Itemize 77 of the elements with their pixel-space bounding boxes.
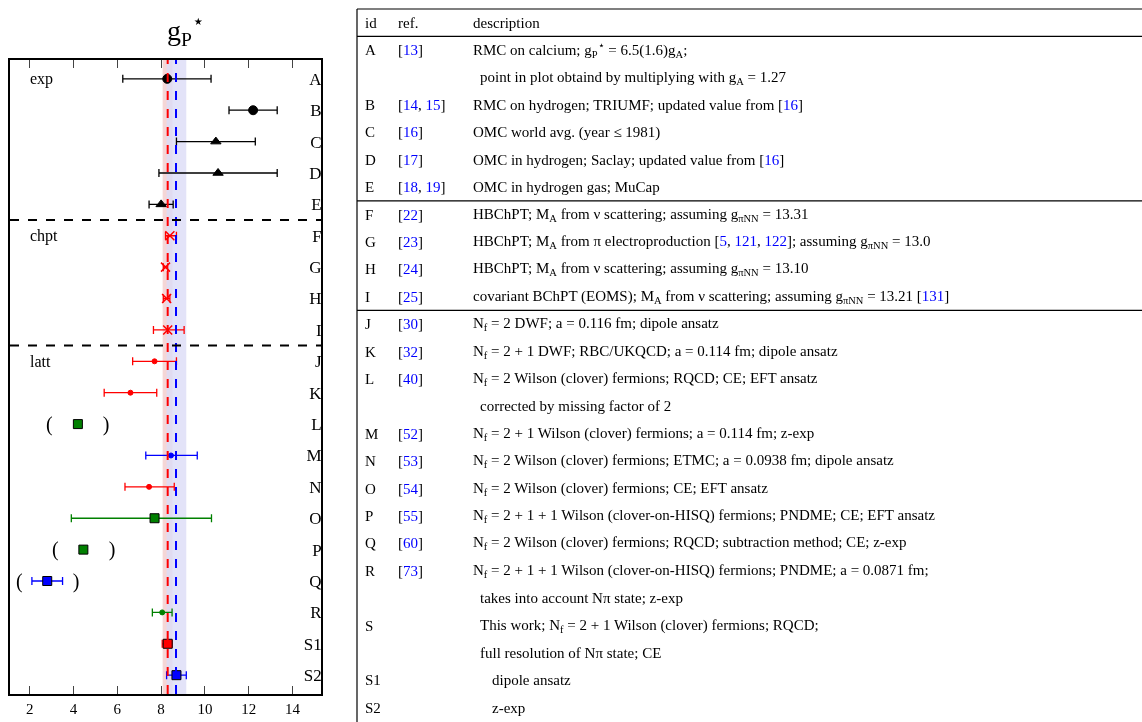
y-tick-label: S1 bbox=[303, 634, 322, 654]
y-tick-label: Q bbox=[309, 571, 322, 591]
text: R [73] N$_{f}$ = 2 + 1 + 1 Wilson (clover-on-HISQ) fermions; PNDME; a = 0.0871 fm; bbox=[365, 562, 929, 581]
y-tick-label: E bbox=[311, 195, 322, 215]
text: S2 bbox=[365, 700, 381, 716]
point bbox=[171, 670, 182, 681]
y-tick-label: G bbox=[309, 258, 322, 278]
x-tick-label: 4 bbox=[69, 700, 78, 717]
text: O [54] N$_{f}$ = 2 Wilson (clover) fermions; CE; EFT ansatz bbox=[365, 480, 768, 499]
text: Q [60] N$_{f}$ = 2 Wilson (clover) fermions; RQCD; subtraction method; CE; z-exp bbox=[365, 534, 907, 553]
text: A [13] RMC on calcium; g$_{P}$$^{⋆}$ = 6.5(1.6)g$_{A}$; bbox=[365, 40, 688, 61]
text: S bbox=[365, 618, 374, 634]
text: full resolution of Nπ state; CE bbox=[480, 645, 662, 661]
text: D [17] OMC in hydrogen; Saclay; updated value from [16] bbox=[365, 152, 785, 168]
annotation: ( ) bbox=[46, 413, 110, 436]
text: point in plot obtaind by multiplying with g$_{A}$ = 1.27 bbox=[480, 69, 787, 88]
y-tick-label: J bbox=[315, 352, 323, 372]
point bbox=[78, 544, 89, 555]
y-tick-label: C bbox=[310, 132, 322, 152]
y-tick-label: A bbox=[309, 69, 323, 89]
text: z-exp bbox=[492, 700, 526, 716]
text: K [32] N$_{f}$ = 2 + 1 DWF; RBC/UKQCD; a = 0.114 fm; dipole ansatz bbox=[365, 343, 838, 362]
point bbox=[146, 483, 153, 490]
x-tick-label: 2 bbox=[25, 700, 34, 717]
y-tick-label: I bbox=[315, 320, 322, 340]
point bbox=[159, 609, 166, 616]
x-tick-label: 8 bbox=[157, 700, 165, 717]
point bbox=[210, 136, 222, 145]
text: N [53] N$_{f}$ = 2 Wilson (clover) fermions; ETMC; a = 0.0938 fm; dipole ansatz bbox=[365, 452, 894, 471]
text: B [14, 15] RMC on hydrogen; TRIUMF; updated value from [16] bbox=[365, 97, 804, 113]
text: This work; N$_{f}$ = 2 + 1 Wilson (clover) fermions; RQCD; bbox=[480, 617, 819, 636]
text: corrected by missing factor of 2 bbox=[480, 398, 672, 414]
annotation: ( ) bbox=[16, 570, 80, 593]
x-tick-label: 6 bbox=[113, 700, 122, 717]
annotation: latt bbox=[30, 353, 51, 370]
y-tick-label: B bbox=[310, 101, 322, 121]
text: M [52] N$_{f}$ = 2 + 1 Wilson (clover) fermions; a = 0.114 fm; z-exp bbox=[365, 425, 815, 444]
annotation: exp bbox=[30, 70, 54, 88]
text: P [55] N$_{f}$ = 2 + 1 + 1 Wilson (clover-on-HISQ) fermions; PNDME; CE; EFT ansatz bbox=[365, 507, 935, 526]
point bbox=[127, 389, 134, 396]
x-tick-label: 14 bbox=[285, 700, 301, 717]
text: G [23] HBChPT; M$_{A}$ from π electroproduction [5, 121, 122]; assuming g$_{πNN}$ = 13.0 bbox=[365, 233, 931, 252]
y-tick-label: S2 bbox=[303, 666, 322, 686]
y-tick-label: H bbox=[309, 289, 322, 309]
y-tick-label: N bbox=[309, 477, 322, 497]
text: S1 bbox=[365, 672, 381, 688]
text: takes into account Nπ state; z-exp bbox=[480, 590, 683, 606]
annotation: chpt bbox=[30, 227, 59, 245]
point bbox=[151, 358, 158, 365]
x-tick-label: 10 bbox=[197, 700, 213, 717]
y-tick-label: P bbox=[312, 540, 322, 560]
point bbox=[248, 105, 259, 116]
text: F [22] HBChPT; M$_{A}$ from ν scattering; assuming g$_{πNN}$ = 13.31 bbox=[365, 206, 809, 225]
y-tick-label: F bbox=[312, 226, 322, 246]
text: I [25] covariant BChPT (EOMS); M$_{A}$ from ν scattering; assuming g$_{πNN}$ = 13.21 [131] bbox=[365, 288, 950, 307]
y-tick-label: R bbox=[310, 603, 323, 623]
point bbox=[149, 513, 160, 524]
annotation: ( ) bbox=[52, 538, 116, 561]
text: dipole ansatz bbox=[492, 672, 572, 688]
point bbox=[162, 324, 173, 336]
x-tick-label: 12 bbox=[241, 700, 257, 717]
point bbox=[42, 576, 53, 587]
point bbox=[72, 419, 83, 430]
text: C [16] OMC world avg. (year ≤ 1981) bbox=[365, 124, 661, 140]
y-tick-label: M bbox=[306, 446, 322, 466]
y-tick-label: K bbox=[309, 383, 323, 403]
point bbox=[167, 452, 174, 459]
y-tick-label: L bbox=[311, 415, 322, 435]
y-tick-label: O bbox=[309, 509, 322, 529]
text: H [24] HBChPT; M$_{A}$ from ν scattering; assuming g$_{πNN}$ = 13.10 bbox=[365, 260, 809, 279]
point bbox=[212, 167, 224, 176]
text: E [18, 19] OMC in hydrogen gas; MuCap bbox=[365, 179, 660, 195]
point bbox=[155, 199, 167, 208]
text: id ref. description bbox=[365, 15, 540, 31]
text: L [40] N$_{f}$ = 2 Wilson (clover) fermions; RQCD; CE; EFT ansatz bbox=[365, 370, 818, 389]
y-tick-label: D bbox=[309, 163, 322, 183]
text: J [30] N$_{f}$ = 2 DWF; a = 0.116 fm; dipole ansatz bbox=[365, 315, 719, 334]
